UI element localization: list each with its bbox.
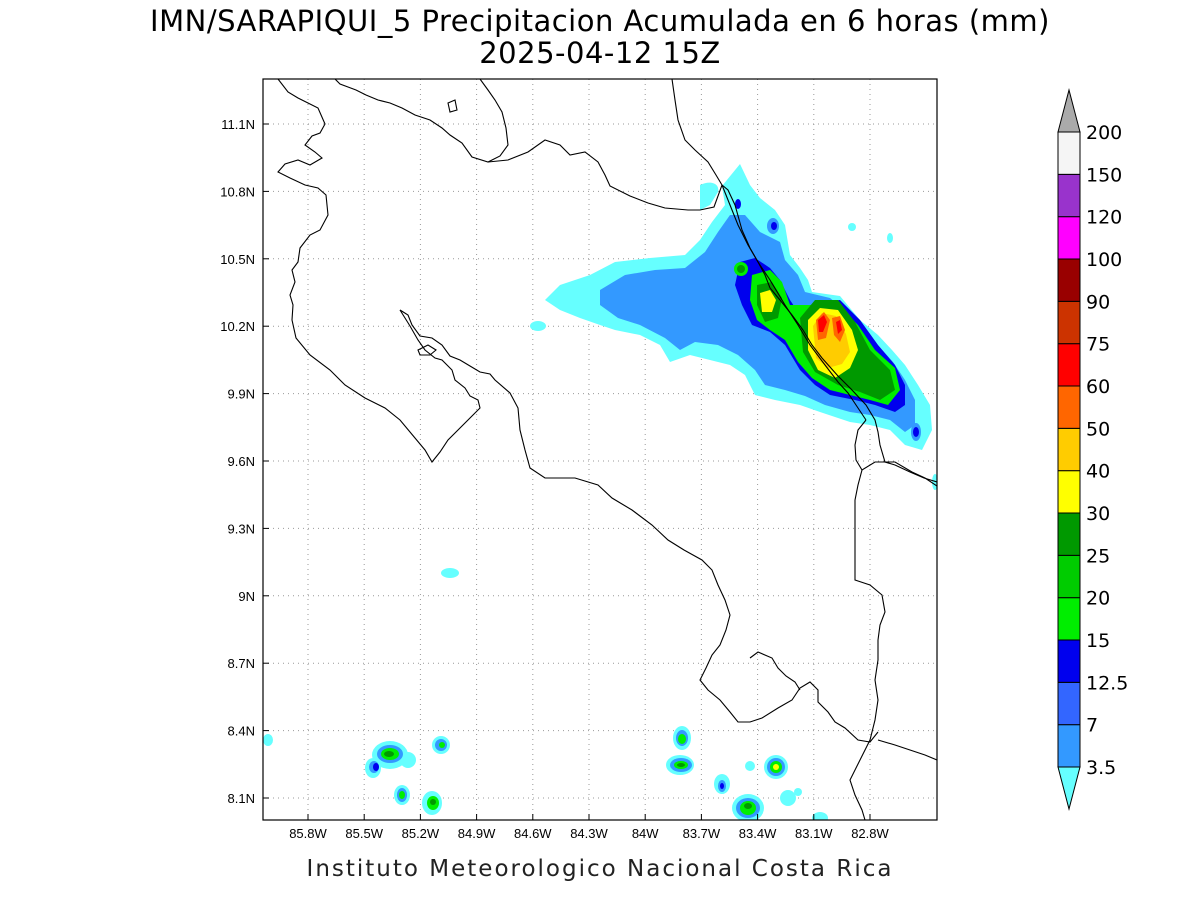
colorbar-swatch: [1057, 597, 1081, 641]
map-subtitle-datetime: 2025-04-12 15Z: [479, 36, 721, 70]
colorbar-swatch: [1057, 343, 1081, 387]
colorbar-label: 50: [1086, 418, 1110, 440]
lat-tick-label: 9.6N: [228, 454, 255, 469]
colorbar-label: 90: [1086, 291, 1110, 313]
colorbar-swatch: [1057, 724, 1081, 768]
lon-tick-label: 84.9W: [458, 826, 496, 841]
colorbar-swatch: [1057, 173, 1081, 218]
colorbar-swatch: [1057, 427, 1081, 472]
colorbar-swatch: [1057, 681, 1081, 726]
colorbar-label: 20: [1086, 588, 1110, 610]
colorbar-swatch: [1057, 554, 1081, 599]
colorbar-swatch: [1057, 639, 1081, 683]
colorbar-upper-extend: [1057, 88, 1081, 133]
colorbar-label: 100: [1086, 249, 1122, 271]
lat-tick-label: 9.9N: [228, 387, 255, 402]
lon-tick-label: 85.2W: [402, 826, 440, 841]
lat-tick-label: 8.4N: [228, 724, 255, 739]
lon-tick-label: 83.7W: [683, 826, 721, 841]
precip-band-75: [818, 315, 842, 334]
lat-tick-label: 8.7N: [228, 656, 255, 671]
lat-tick-label: 9.3N: [228, 521, 255, 536]
lon-tick-label: 84.6W: [514, 826, 552, 841]
footer-credit: Instituto Meteorologico Nacional Costa R…: [306, 856, 894, 882]
colorbar-swatch: [1057, 131, 1081, 175]
colorbar-label: 75: [1086, 334, 1110, 356]
colorbar-label: 7: [1086, 715, 1098, 737]
colorbar-label: 40: [1086, 461, 1110, 483]
colorbar-label: 200: [1086, 122, 1122, 144]
latitude-axis: 11.1N 10.8N 10.5N 10.2N 9.9N 9.6N 9.3N 9N 8.7N 8.…: [220, 117, 269, 806]
colorbar-label: 120: [1086, 207, 1122, 229]
lon-tick-label: 84W: [632, 826, 659, 841]
colorbar-label: 60: [1086, 376, 1110, 398]
map-title: IMN/SARAPIQUI_5 Precipitacion Acumulada …: [150, 4, 1050, 38]
colorbar-swatch: [1057, 258, 1081, 302]
lat-tick-label: 10.5N: [220, 252, 255, 267]
lat-tick-label: 10.8N: [220, 184, 255, 199]
colorbar-label: 15: [1086, 630, 1110, 652]
lon-tick-label: 83.4W: [739, 826, 777, 841]
coastline-borders: [277, 79, 937, 820]
colorbar-swatch: [1057, 216, 1081, 260]
lat-tick-label: 8.1N: [228, 791, 255, 806]
colorbar-swatch: [1057, 300, 1081, 345]
colorbar-swatch: [1057, 512, 1081, 556]
colorbar-label: 30: [1086, 503, 1110, 525]
grid-lines: [263, 79, 937, 820]
lat-tick-label: 9N: [238, 589, 255, 604]
plot-frame: [262, 78, 938, 821]
colorbar-legend: 3.5 7 12.5 15 20 25 30 40 50 60 75 90 100 120 150 200: [1057, 88, 1128, 811]
lat-tick-label: 10.2N: [220, 319, 255, 334]
colorbar-label: 3.5: [1086, 757, 1116, 779]
colorbar-swatch: [1057, 470, 1081, 514]
colorbar-swatch: [1057, 385, 1081, 429]
longitude-axis: 85.8W 85.5W 85.2W 84.9W 84.6W 84.3W 84W 83.7W 83…: [289, 814, 890, 841]
lat-tick-label: 11.1N: [221, 117, 255, 132]
colorbar-label: 25: [1086, 545, 1110, 567]
lon-tick-label: 85.5W: [345, 826, 383, 841]
lon-tick-label: 83.1W: [795, 826, 833, 841]
lon-tick-label: 84.3W: [570, 826, 608, 841]
colorbar-lower-extend: [1057, 766, 1081, 811]
lon-tick-label: 82.8W: [851, 826, 889, 841]
lon-tick-label: 85.8W: [289, 826, 327, 841]
colorbar-label: 12.5: [1086, 672, 1128, 694]
colorbar-label: 150: [1086, 164, 1122, 186]
